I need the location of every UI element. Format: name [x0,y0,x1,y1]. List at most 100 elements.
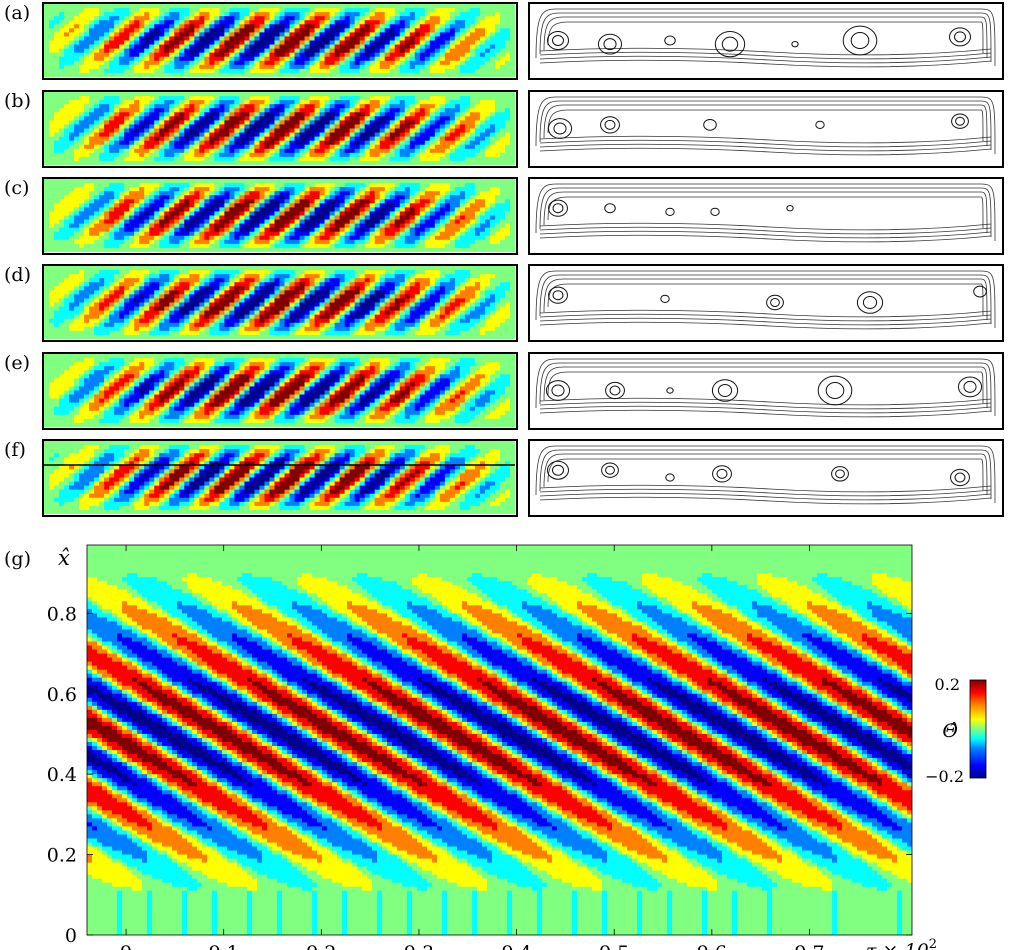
field-cell [239,140,246,146]
field-cell [144,112,150,117]
field-cell [244,144,251,150]
field-cell [69,247,75,252]
field-cell [134,231,140,237]
field-cell [439,187,446,192]
field-cell [264,203,271,208]
field-cell [504,211,511,217]
field-cell [184,96,190,101]
field-cell [164,179,170,184]
field-cell [79,48,85,54]
field-cell [344,56,351,62]
field-cell [319,148,326,154]
field-cell [344,195,351,200]
field-cell [239,8,246,13]
field-cell [279,52,286,58]
field-cell [194,219,200,225]
field-cell [414,48,421,54]
field-cell [179,40,185,46]
field-cell [429,239,436,245]
field-cell [209,215,215,221]
field-cell [184,199,190,204]
field-cell [69,152,75,158]
field-cell [254,235,261,241]
field-cell [324,56,331,62]
field-cell [109,112,115,117]
field-cell [374,140,381,146]
field-cell [354,160,361,165]
field-cell [479,36,486,42]
field-cell [344,100,351,105]
field-cell [389,56,396,62]
field-cell [184,48,190,54]
field-cell [144,68,150,74]
field-cell [119,60,125,66]
field-cell [404,152,411,158]
field-cell [59,207,65,213]
field-cell [279,20,286,25]
field-cell [329,227,336,233]
field-cell [94,44,100,50]
field-cell [219,108,225,113]
field-cell [139,144,145,150]
field-cell [49,124,55,130]
field-cell [369,60,376,66]
field-cell [464,223,471,229]
field-cell [289,183,296,188]
field-cell [349,8,356,13]
field-cell [79,219,85,225]
field-cell [124,183,130,188]
field-cell [489,156,496,162]
field-cell [279,231,286,237]
field-cell [119,183,125,188]
field-cell [254,116,261,121]
field-cell [379,8,386,13]
field-cell [234,52,241,58]
field-cell [454,4,461,9]
field-cell [509,20,515,25]
field-cell [44,203,50,208]
field-cell [284,52,291,58]
field-cell [204,191,210,196]
field-cell [494,20,501,25]
field-cell [379,72,386,77]
field-cell [449,231,456,237]
field-cell [134,72,140,77]
field-cell [219,12,225,17]
field-cell [509,148,515,154]
field-cell [459,48,466,54]
field-cell [344,128,351,134]
field-cell [94,128,100,134]
field-cell [494,48,501,54]
field-cell [134,8,140,13]
field-cell [454,195,461,200]
field-cell [314,160,321,165]
field-cell [94,72,100,77]
field-cell [444,203,451,208]
field-cell [239,211,246,217]
field-cell [479,203,486,208]
field-cell [499,195,506,200]
field-cell [479,152,486,158]
field-cell [244,124,251,130]
field-cell [289,128,296,134]
field-cell [479,239,486,245]
field-cell [209,195,215,200]
field-cell [74,12,80,17]
field-cell [289,203,296,208]
field-cell [339,96,346,101]
field-cell [99,100,105,105]
field-cell [379,219,386,225]
field-cell [379,56,386,62]
field-cell [44,179,50,184]
field-cell [169,60,175,66]
field-cell [134,52,140,58]
field-cell [129,191,135,196]
field-cell [74,140,80,146]
field-cell [484,56,491,62]
field-cell [189,64,195,70]
field-cell [149,64,155,70]
field-cell [354,36,361,42]
field-cell [129,44,135,50]
field-cell [49,108,55,113]
field-cell [294,124,301,130]
